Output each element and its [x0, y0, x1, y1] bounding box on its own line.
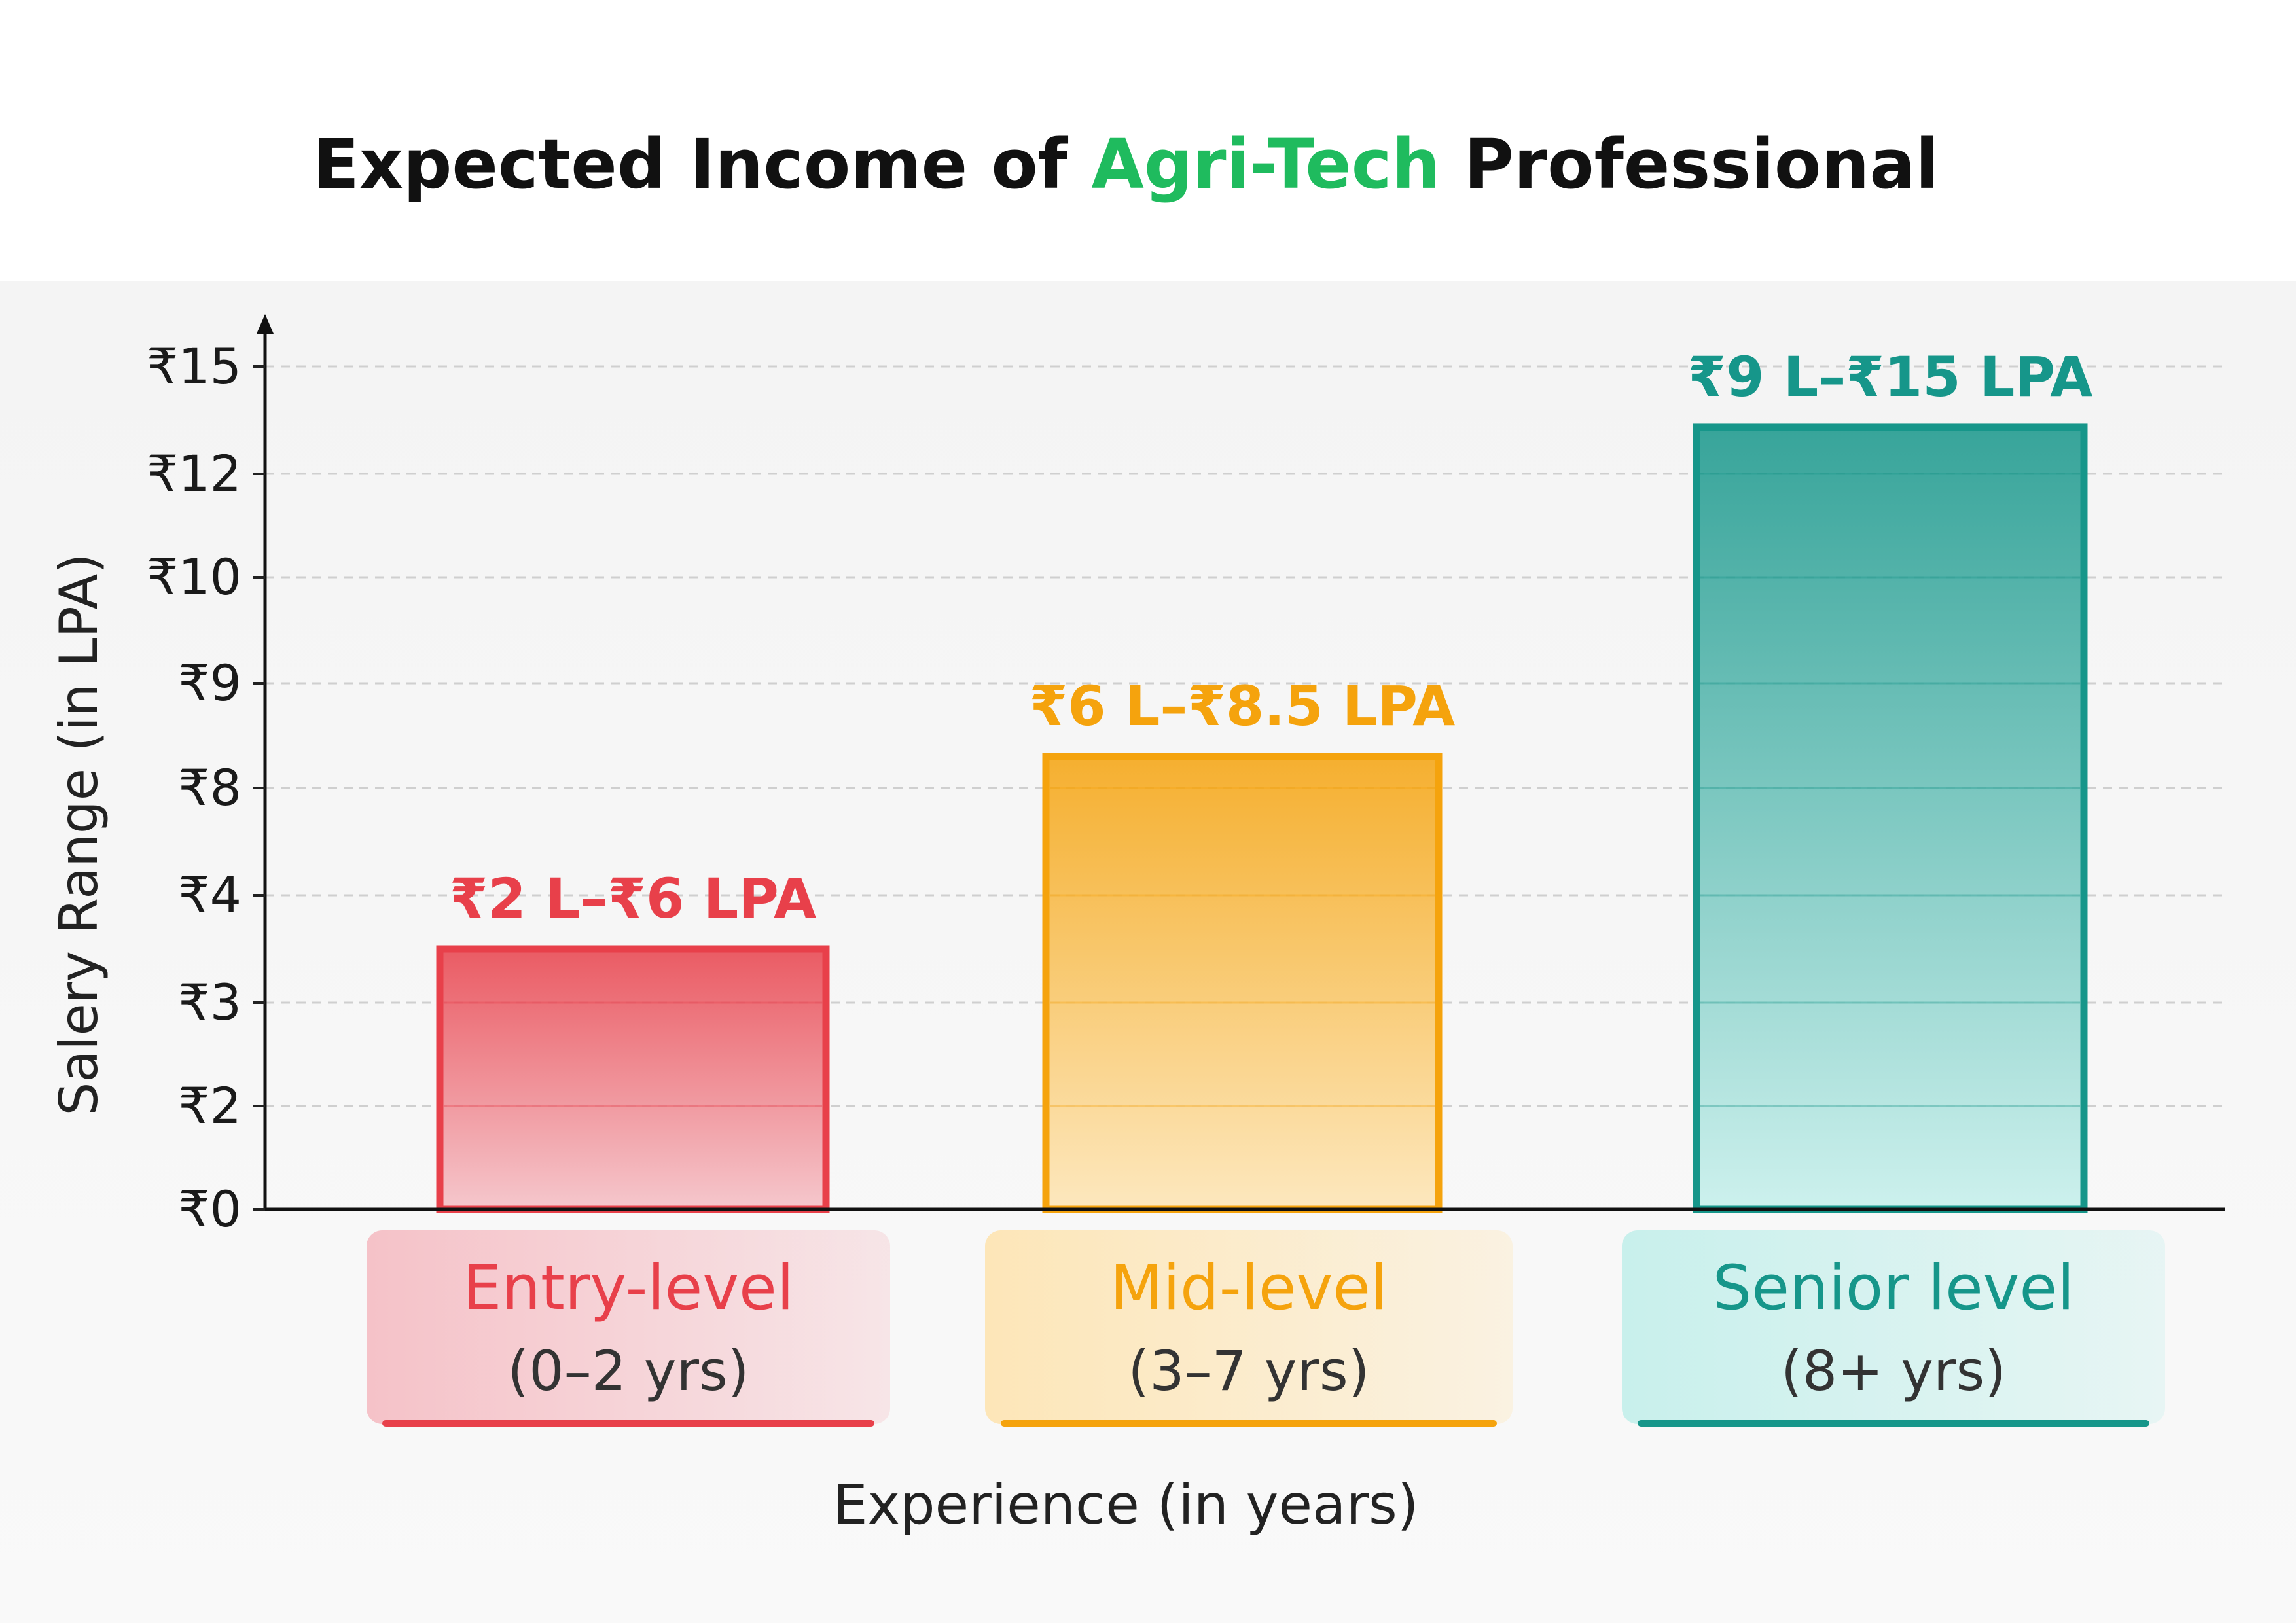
chart-title: Expected Income of Agri-Tech Professiona… [0, 124, 2251, 204]
y-tick-label: ₹9 [178, 654, 242, 712]
y-tick-label: ₹8 [178, 758, 242, 817]
category-years: (0–2 yrs) [507, 1339, 749, 1403]
category-name: Mid-level [1110, 1253, 1388, 1324]
title-prefix: Expected Income of [312, 124, 1092, 204]
category-labels: Entry-level (0–2 yrs) Mid-level (3–7 yrs) Se… [367, 1230, 2165, 1427]
title-accent: Agri-Tech [1091, 124, 1441, 204]
data-label: ₹6 L–₹8.5 LPA [1030, 674, 1456, 738]
category-name: Entry-level [463, 1253, 794, 1324]
category-card [985, 1230, 1513, 1424]
category-underline [1638, 1420, 2149, 1427]
y-tick-labels: ₹0 ₹2 ₹3 ₹4 ₹8 ₹9 ₹10 ₹12 ₹15 [147, 337, 265, 1238]
category-underline [1001, 1420, 1497, 1427]
bar-entry-level [436, 945, 830, 1213]
category-card [1622, 1230, 2165, 1424]
category-card [367, 1230, 890, 1424]
y-tick-label: ₹12 [147, 444, 242, 503]
data-label: ₹2 L–₹6 LPA [450, 866, 816, 931]
category-name: Senior level [1713, 1253, 2075, 1324]
y-tick-label: ₹3 [178, 973, 242, 1031]
y-axis-arrow [257, 314, 274, 334]
category-years: (3–7 yrs) [1128, 1339, 1369, 1403]
title-suffix: Professional [1440, 124, 1939, 204]
y-tick-label: ₹10 [147, 548, 242, 606]
bar-senior-level [1693, 423, 2088, 1213]
y-tick-label: ₹2 [178, 1077, 242, 1135]
y-tick-label: ₹15 [147, 337, 242, 395]
category-underline [382, 1420, 874, 1427]
bars: ₹2 L–₹6 LPA ₹6 L–₹8.5 LPA ₹9 L–₹15 LPA [436, 345, 2093, 1213]
y-axis-label: Salery Range (in LPA) [48, 553, 109, 1115]
data-label: ₹9 L–₹15 LPA [1688, 345, 2093, 409]
y-axis-label-group: Salery Range (in LPA) [48, 553, 109, 1115]
y-tick-label: ₹4 [178, 866, 242, 924]
y-tick-label: ₹0 [178, 1180, 242, 1238]
category-years: (8+ yrs) [1781, 1339, 2006, 1403]
bar-mid-level [1042, 753, 1443, 1213]
x-axis-label: Experience (in years) [833, 1472, 1419, 1537]
